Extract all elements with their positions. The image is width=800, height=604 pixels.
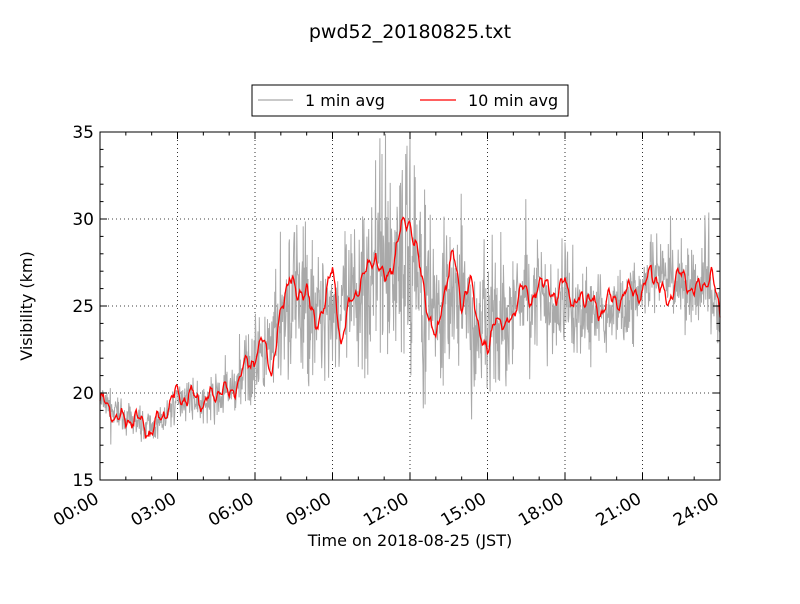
- plot-area: [99, 131, 721, 481]
- y-axis-label: Visibility (km): [17, 251, 36, 360]
- y-tick-label: 25: [72, 297, 94, 317]
- series-10-min-avg: [99, 216, 721, 439]
- x-axis-label: Time on 2018-08-25 (JST): [307, 531, 512, 550]
- legend-box: [251, 84, 569, 117]
- y-tick-label: 30: [72, 210, 94, 230]
- y-tick-label: 35: [72, 123, 94, 143]
- legend-label-10-min-avg: 10 min avg: [468, 91, 558, 110]
- y-tick-labels: 15 20 25 30 35: [72, 123, 94, 491]
- y-tick-label: 15: [72, 471, 94, 491]
- legend-label-1-min-avg: 1 min avg: [305, 91, 385, 110]
- legend: 1 min avg 10 min avg: [251, 84, 569, 117]
- y-tick-label: 20: [72, 384, 94, 404]
- chart-title: pwd52_20180825.txt: [309, 21, 511, 43]
- line-10-min-avg: [99, 216, 721, 439]
- plot-frame: [99, 131, 721, 481]
